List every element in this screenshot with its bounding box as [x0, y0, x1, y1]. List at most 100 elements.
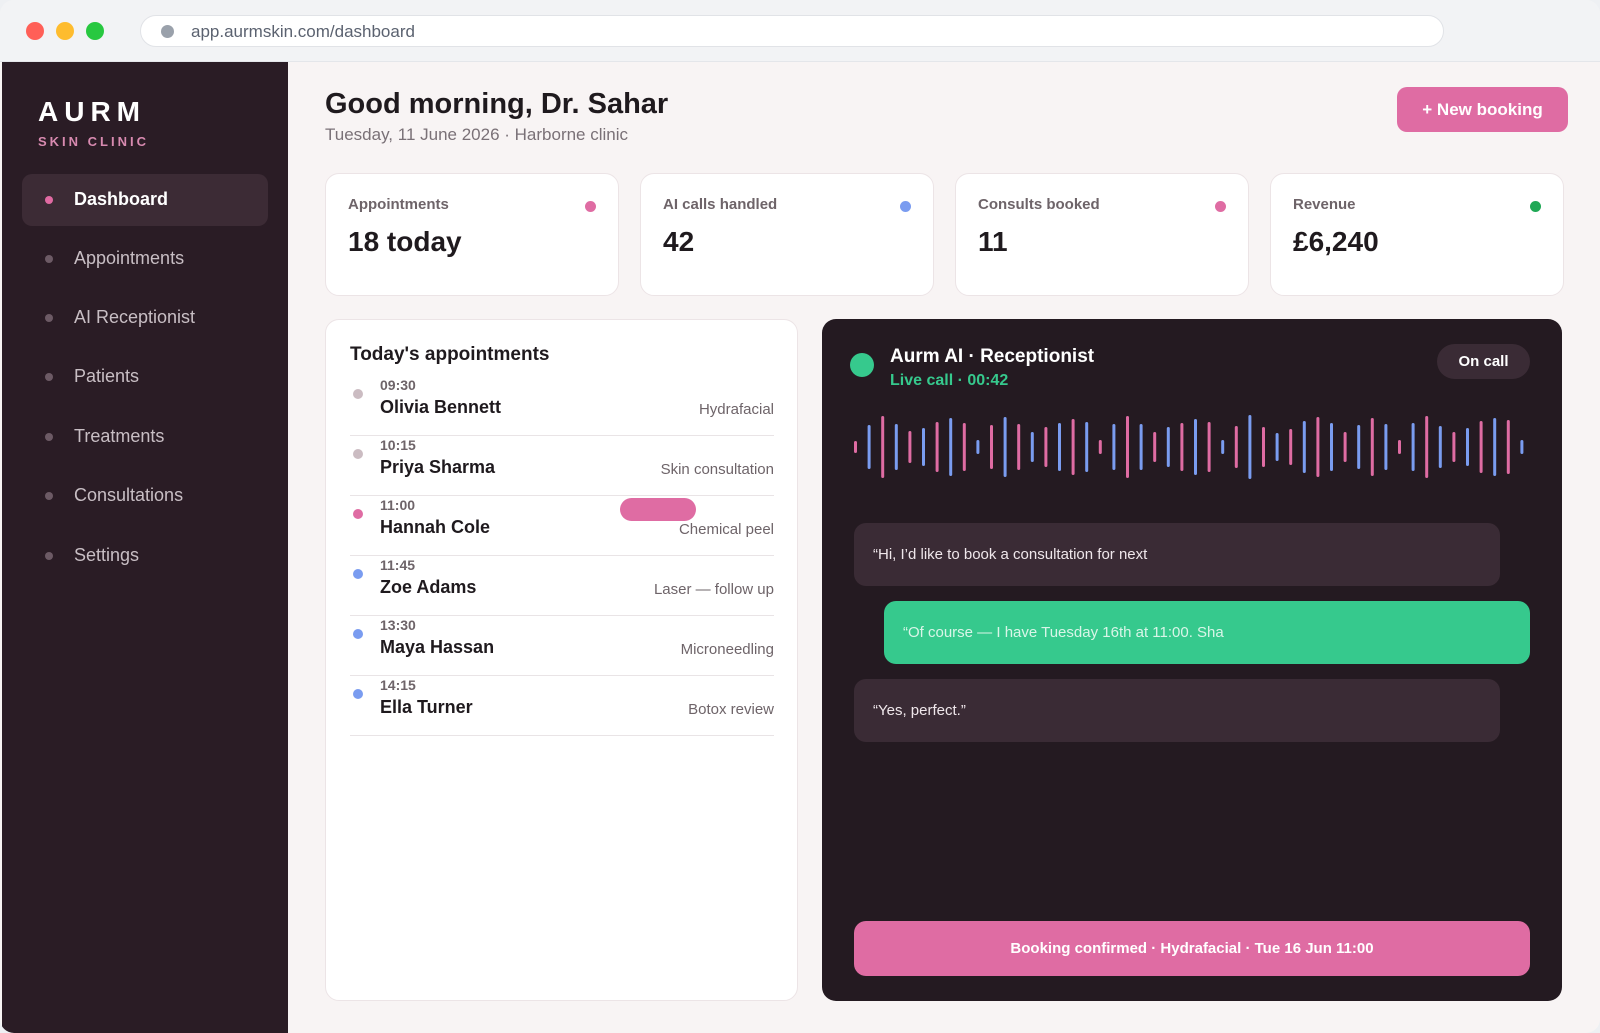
waveform-bar	[1289, 429, 1293, 465]
waveform-bar	[1071, 419, 1075, 475]
stat-card-ai-calls: AI calls handled 42	[640, 173, 934, 296]
ai-receptionist-panel: Aurm AI · Receptionist Live call · 00:42…	[822, 319, 1562, 1001]
list-item[interactable]: 14:15 Ella Turner Botox review	[350, 676, 774, 736]
waveform-bar	[1343, 432, 1347, 462]
stat-value: 42	[663, 226, 695, 257]
status-dot-icon	[1530, 201, 1541, 212]
list-item[interactable]: 13:30 Maya Hassan Microneedling	[350, 616, 774, 676]
caller-message: “Yes, perfect.”	[854, 679, 1500, 742]
ai-message: “Of course — I have Tuesday 16th at 11:0…	[884, 601, 1530, 664]
stat-label: Revenue	[1293, 196, 1356, 213]
waveform-bar	[1098, 440, 1102, 454]
patient-name: Maya Hassan	[380, 637, 495, 657]
waveform-bar	[922, 428, 925, 466]
waveform-bar	[1085, 422, 1089, 472]
nav-dot-icon	[45, 433, 53, 441]
sidebar-item-dashboard[interactable]: Dashboard	[22, 174, 268, 226]
sidebar-item-ai-receptionist[interactable]: AI Receptionist	[22, 292, 268, 344]
waveform-bar	[990, 425, 993, 469]
sidebar-item-settings[interactable]: Settings	[22, 530, 268, 582]
status-dot-icon	[585, 201, 596, 212]
waveform-bar	[1330, 423, 1333, 471]
treatment-name: Hydrafacial	[698, 401, 774, 418]
waveform-bar	[1438, 426, 1442, 468]
sidebar-item-label: Settings	[74, 545, 140, 565]
waveform-bar	[854, 441, 857, 453]
status-dot-icon	[353, 449, 363, 459]
waveform-bar	[1139, 424, 1143, 470]
address-bar[interactable]: app.aurmskin.com/dashboard	[140, 15, 1444, 47]
status-dot-icon	[1215, 201, 1226, 212]
page-subtitle: Tuesday, 11 June 2026 · Harborne clinic	[325, 125, 629, 144]
appointment-time: 14:15	[380, 677, 416, 693]
waveform-bar	[1466, 428, 1469, 466]
page-title: Good morning, Dr. Sahar	[325, 88, 669, 120]
ai-panel-title: Aurm AI · Receptionist	[890, 346, 1095, 367]
minimize-window-button[interactable]	[56, 22, 74, 40]
on-call-badge[interactable]: On call	[1437, 344, 1530, 379]
treatment-name: Skin consultation	[660, 461, 774, 478]
patient-name: Ella Turner	[380, 697, 473, 717]
status-dot-icon	[353, 389, 363, 399]
nav-dot-icon	[45, 196, 53, 204]
stat-value: 11	[978, 226, 1008, 257]
list-item[interactable]: 09:30 Olivia Bennett Hydrafacial	[350, 376, 774, 436]
appointment-time: 09:30	[380, 377, 416, 393]
browser-chrome: app.aurmskin.com/dashboard	[0, 0, 1600, 62]
list-item[interactable]: 11:00 Hannah Cole Chemical peel	[350, 496, 774, 556]
waveform-bar	[1003, 417, 1007, 477]
waveform-bar	[1166, 427, 1170, 467]
list-item[interactable]: 11:45 Zoe Adams Laser — follow up	[350, 556, 774, 616]
waveform-bar	[1357, 425, 1361, 469]
current-appointment-marker	[620, 498, 696, 521]
waveform-bar	[1316, 417, 1320, 477]
nav-dot-icon	[45, 552, 53, 560]
stat-label: Consults booked	[978, 196, 1100, 213]
caller-message: “Hi, I’d like to book a consultation for…	[854, 523, 1500, 586]
appointments-title: Today's appointments	[350, 344, 550, 365]
waveform-bar	[949, 418, 953, 476]
waveform-bar	[1425, 416, 1429, 478]
status-dot-icon	[900, 201, 911, 212]
waveform-bar	[1234, 426, 1238, 468]
waveform-bar	[1058, 423, 1061, 471]
waveform-bar	[1302, 421, 1306, 473]
nav-dot-icon	[45, 492, 53, 500]
status-dot-icon	[353, 569, 363, 579]
patient-name: Priya Sharma	[380, 457, 496, 477]
sidebar-item-label: Patients	[74, 366, 140, 386]
stat-card-appointments: Appointments 18 today	[325, 173, 619, 296]
sidebar-item-consultations[interactable]: Consultations	[22, 470, 268, 522]
close-window-button[interactable]	[26, 22, 44, 40]
waveform-bar	[1452, 432, 1456, 462]
waveform-bar	[1180, 423, 1184, 471]
waveform-bar	[1248, 415, 1252, 479]
treatment-name: Microneedling	[680, 641, 774, 658]
appointment-time: 13:30	[380, 617, 416, 633]
sidebar-item-label: Consultations	[74, 485, 184, 505]
waveform-bar	[1044, 427, 1048, 467]
waveform-bar	[1506, 420, 1510, 474]
waveform-bar	[1194, 419, 1197, 475]
sidebar-item-label: Dashboard	[74, 189, 169, 209]
waveform-bar	[1493, 418, 1497, 476]
maximize-window-button[interactable]	[86, 22, 104, 40]
stat-value: £6,240	[1293, 226, 1379, 257]
stat-label: Appointments	[348, 196, 449, 213]
waveform-bar	[1262, 427, 1265, 467]
site-info-icon[interactable]	[161, 25, 174, 38]
waveform-bar	[1398, 440, 1401, 454]
sidebar-item-patients[interactable]: Patients	[22, 351, 268, 403]
sidebar-item-treatments[interactable]: Treatments	[22, 411, 268, 463]
waveform-bar	[1207, 422, 1211, 472]
waveform-bar	[1112, 424, 1116, 470]
waveform-bar	[1221, 440, 1225, 454]
new-booking-button[interactable]: + New booking	[1397, 87, 1568, 132]
sidebar-item-appointments[interactable]: Appointments	[22, 233, 268, 285]
list-item[interactable]: 10:15 Priya Sharma Skin consultation	[350, 436, 774, 496]
waveform-bar	[1384, 424, 1388, 470]
treatment-name: Laser — follow up	[653, 581, 774, 598]
waveform-bar	[935, 422, 939, 472]
status-dot-icon	[353, 689, 363, 699]
